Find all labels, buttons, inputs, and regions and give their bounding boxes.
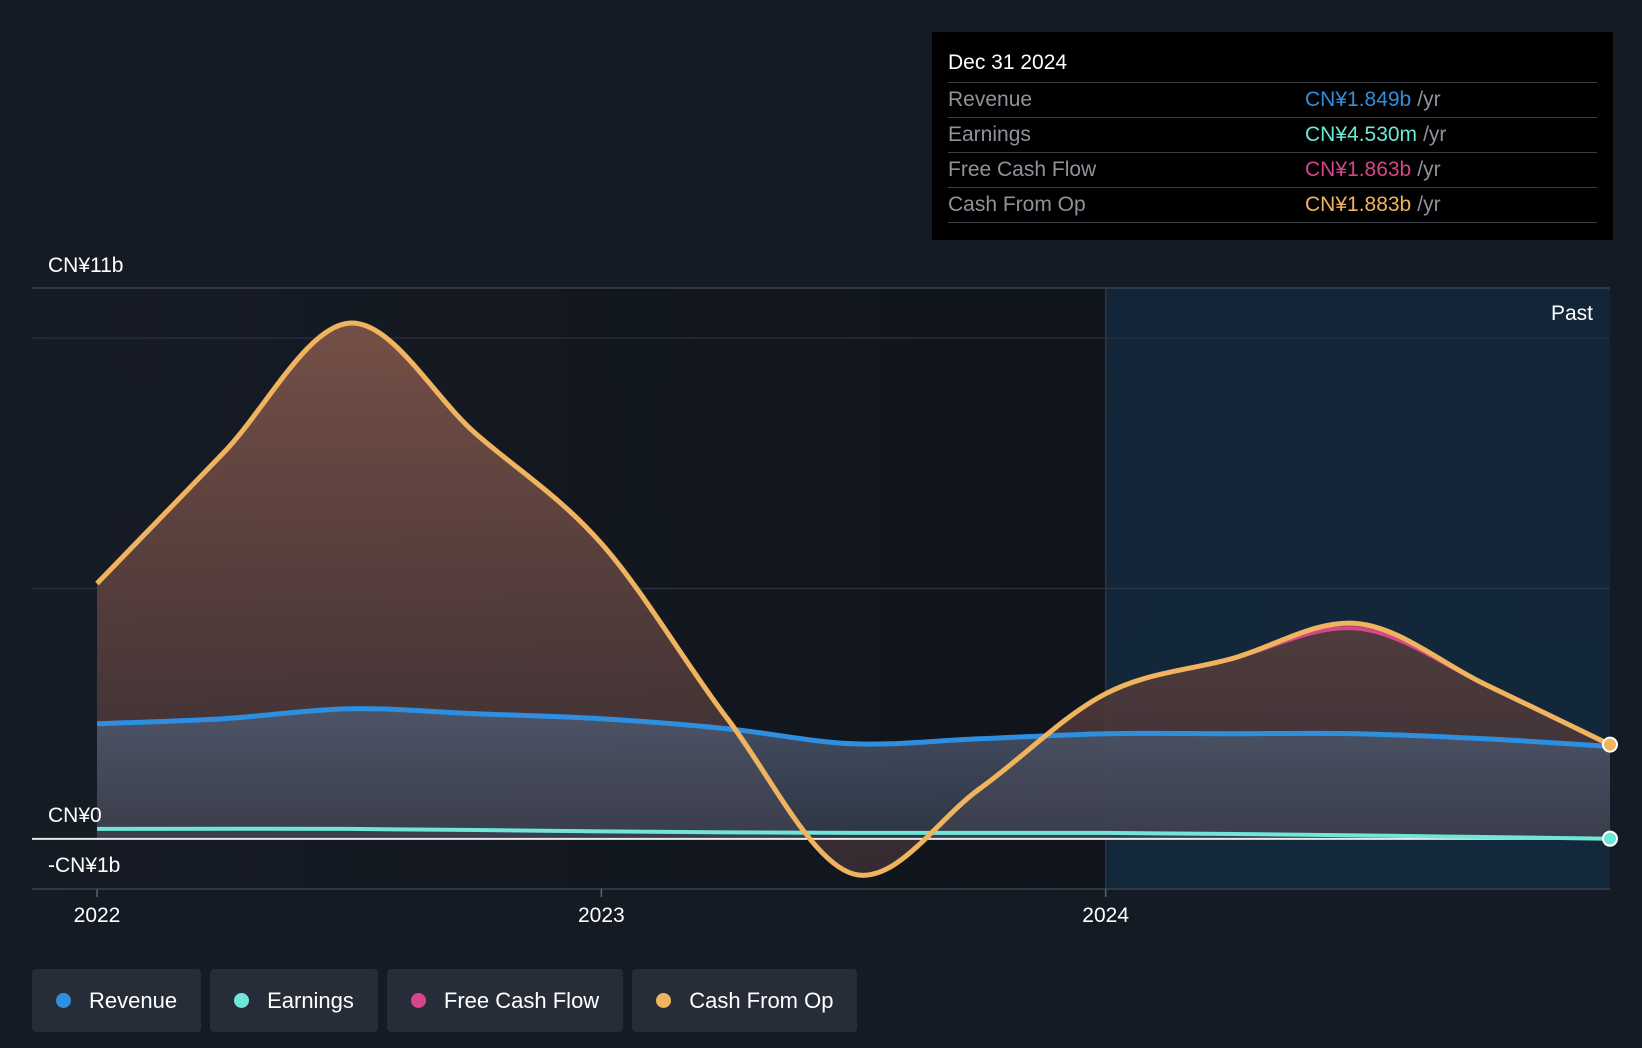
legend-item-earnings[interactable]: Earnings <box>210 969 378 1032</box>
legend-item-free-cash-flow[interactable]: Free Cash Flow <box>386 969 624 1032</box>
tooltip-unit: /yr <box>1417 158 1441 181</box>
legend-label: Cash From Op <box>689 987 834 1013</box>
tooltip-row-revenue: Revenue CN¥1.849b /yr <box>948 82 1597 117</box>
tooltip-row-free-cash-flow: Free Cash Flow CN¥1.863b /yr <box>948 152 1597 187</box>
tooltip-label: Cash From Op <box>948 193 1086 216</box>
revenue-dot-icon <box>56 993 71 1008</box>
tooltip-value: CN¥1.883b <box>1305 193 1412 216</box>
tooltip-label: Free Cash Flow <box>948 158 1097 181</box>
tooltip-row-earnings: Earnings CN¥4.530m /yr <box>948 117 1597 152</box>
legend-label: Earnings <box>267 987 354 1013</box>
earnings-end-point <box>1602 830 1618 847</box>
legend-label: Revenue <box>89 987 178 1013</box>
earnings-line <box>96 826 1611 841</box>
tooltip-value: CN¥4.530m <box>1305 123 1418 146</box>
free-cash-flow-dot-icon <box>410 993 426 1008</box>
x-tick-label: 2022 <box>74 904 121 927</box>
earnings-dot-icon <box>234 993 250 1008</box>
y-axis-label-zero: CN¥0 <box>48 804 102 827</box>
legend: Revenue Earnings Free Cash Flow Cash Fro… <box>32 969 858 1032</box>
x-tick-label: 2023 <box>578 904 625 927</box>
tooltip-label: Revenue <box>948 88 1033 111</box>
past-label: Past <box>1551 302 1593 325</box>
tooltip-value: CN¥1.849b <box>1305 88 1412 111</box>
cash-from-op-line <box>95 320 1612 878</box>
tooltip-unit: /yr <box>1417 193 1441 216</box>
tooltip-row-cash-from-op: Cash From Op CN¥1.883b /yr <box>948 187 1597 223</box>
legend-item-cash-from-op[interactable]: Cash From Op <box>632 969 858 1032</box>
tooltip-unit: /yr <box>1417 88 1441 111</box>
tooltip-panel: Dec 31 2024 Revenue CN¥1.849b /yr Earnin… <box>932 32 1613 240</box>
y-axis-label-top: CN¥11b <box>48 254 124 277</box>
x-tick-label: 2024 <box>1082 904 1129 927</box>
revenue-area <box>97 708 1610 839</box>
tooltip-date: Dec 31 2024 <box>948 51 1068 74</box>
legend-label: Free Cash Flow <box>443 987 600 1013</box>
y-axis-label-bottom: -CN¥1b <box>48 854 120 877</box>
tooltip-label: Earnings <box>948 123 1031 146</box>
tooltip-unit: /yr <box>1423 123 1447 146</box>
tooltip-value: CN¥1.863b <box>1305 158 1412 181</box>
cash-from-op-dot-icon <box>656 993 672 1008</box>
cash-from-op-end-point <box>1602 736 1618 753</box>
revenue-line <box>96 706 1611 749</box>
legend-item-revenue[interactable]: Revenue <box>32 969 202 1032</box>
